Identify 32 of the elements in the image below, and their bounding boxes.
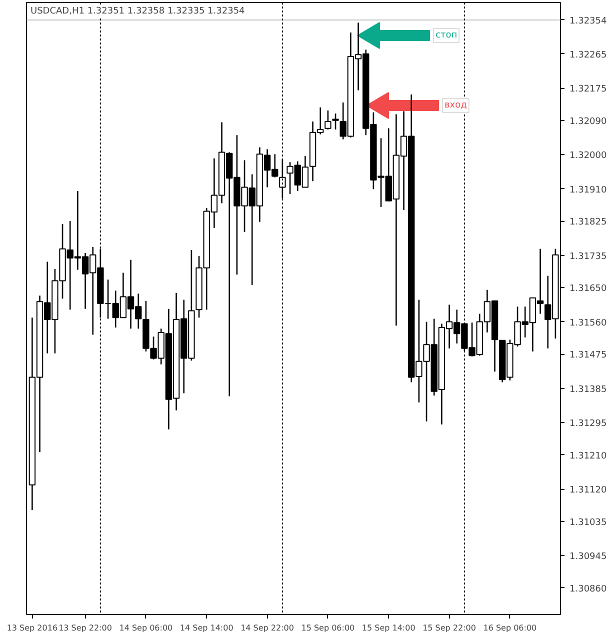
x-tick-label: 14 Sep 22:00 [240,624,294,632]
x-tick-label: 15 Sep 14:00 [362,624,416,632]
y-tick-label: 1.31475 [570,350,607,361]
y-tick-label: 1.32090 [570,116,607,127]
x-tick-label: 14 Sep 14:00 [180,624,234,632]
x-tick-label: 15 Sep 22:00 [422,624,476,632]
y-tick-label: 1.31825 [570,218,607,228]
y-tick-label: 1.32175 [570,84,607,95]
y-tick-label: 1.31735 [570,252,607,262]
candlestick [324,110,332,130]
ref-line-label: 1.32354 [570,16,607,26]
y-tick-label: 1.31210 [570,451,607,462]
x-tick-label: 14 Sep 06:00 [119,624,173,632]
chart-title: USDCAD,H1 1.32351 1.32358 1.32335 1.32354 [30,6,246,16]
x-tick-label: 13 Sep 22:00 [58,624,112,632]
y-tick-label: 1.30945 [570,552,607,562]
y-tick-label: 1.31035 [570,518,607,528]
y-tick-label: 1.31910 [570,185,607,196]
x-tick-label: 15 Sep 06:00 [301,624,355,632]
y-tick-label: 1.32265 [570,50,607,60]
x-tick-label: 13 Sep 2016 [6,624,58,632]
x-tick-label: 16 Sep 06:00 [483,624,537,632]
annotation: вход [444,100,467,110]
y-tick-label: 1.31385 [570,384,607,395]
y-tick-label: 1.31560 [570,318,607,328]
y-tick-label: 1.30860 [570,584,607,594]
y-tick-label: 1.31295 [570,419,607,430]
annotation: стоп [436,30,458,40]
y-tick-label: 1.31650 [570,284,607,294]
y-tick-label: 1.31120 [570,486,607,496]
candlestick [332,112,339,130]
y-tick-label: 1.32000 [570,151,607,162]
